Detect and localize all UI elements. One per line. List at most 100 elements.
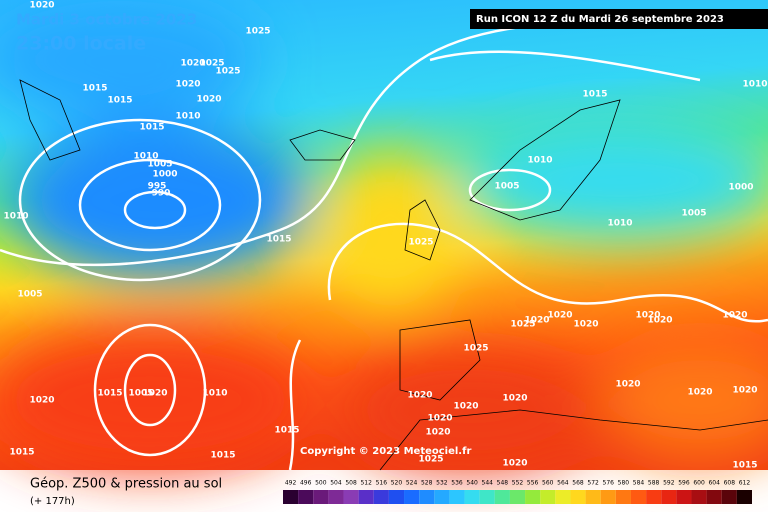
isobar-label: 1015 [139, 123, 164, 133]
isobar-label: 1020 [142, 389, 167, 399]
scale-label: 572 [587, 480, 599, 487]
scale-label: 540 [466, 480, 478, 487]
scale-label: 576 [603, 480, 615, 487]
isobar-label: 1020 [196, 95, 221, 105]
copyright: Copyright © 2023 Meteociel.fr [300, 446, 471, 457]
isobar-label: 1010 [527, 156, 552, 166]
isobar-label: 1020 [615, 380, 640, 390]
time: 23:00 locale [16, 33, 146, 55]
scale-label: 584 [633, 480, 645, 487]
scale-cell [313, 490, 329, 504]
scale-cell [419, 490, 435, 504]
scale-cell [358, 490, 374, 504]
scale-cell [706, 490, 722, 504]
isobar-label: 1025 [215, 67, 240, 77]
isobar-label: 1010 [202, 389, 227, 399]
scale-label: 532 [436, 480, 448, 487]
isobar-label: 1020 [573, 320, 598, 330]
scale-label: 528 [421, 480, 433, 487]
scale-cell [373, 490, 389, 504]
scale-label: 552 [512, 480, 524, 487]
scale-label: 520 [391, 480, 403, 487]
isobar-label: 1015 [9, 448, 34, 458]
scale-cell [343, 490, 359, 504]
isobar-label: 1020 [687, 388, 712, 398]
isobar-label: 1020 [502, 394, 527, 404]
isobar-label: 1020 [29, 1, 54, 11]
legend-title: Géop. Z500 & pression au sol [30, 477, 222, 492]
isobar-label: 995 [148, 182, 167, 192]
lead-time: (+ 177h) [30, 496, 75, 507]
scale-cell [615, 490, 631, 504]
scale-label: 508 [345, 480, 357, 487]
scale-cell [736, 490, 752, 504]
scale-cell [661, 490, 677, 504]
isobar-label: 1005 [681, 209, 706, 219]
scale-cell [630, 490, 647, 504]
scale-cell [494, 490, 510, 504]
scale-cell [585, 490, 601, 504]
scale-cell [464, 490, 480, 504]
isobar-label: 1025 [408, 238, 433, 248]
isobar-label: 1010 [175, 112, 200, 122]
isobar-label: 1005 [17, 290, 42, 300]
scale-cell [570, 490, 586, 504]
scale-label: 596 [678, 480, 690, 487]
scale-label: 604 [708, 480, 720, 487]
isobar-label: 1020 [29, 396, 54, 406]
scale-label: 548 [497, 480, 509, 487]
scale-label: 600 [693, 480, 705, 487]
isobar-label: 1015 [97, 389, 122, 399]
isobar-label: 1020 [425, 428, 450, 438]
isobar-label: 1025 [463, 344, 488, 354]
background [0, 0, 768, 471]
isobar-label: 1015 [274, 426, 299, 436]
scale-cell [434, 490, 450, 504]
isobar-label: 1020 [427, 414, 452, 424]
isobar-label: 1015 [82, 84, 107, 94]
isobar-label: 1020 [722, 311, 747, 321]
isobar-label: 1015 [266, 235, 291, 245]
scale-cell [600, 490, 616, 504]
scale-label: 512 [360, 480, 372, 487]
scale-label: 496 [300, 480, 312, 487]
scale-cell [283, 490, 299, 504]
scale-cell [676, 490, 692, 504]
isobar-label: 1015 [582, 90, 607, 100]
isobar-label: 1025 [510, 320, 535, 330]
scale-label: 556 [527, 480, 539, 487]
isobar-label: 1015 [732, 461, 757, 471]
isobar-label: 1000 [728, 183, 753, 193]
scale-label: 544 [482, 480, 494, 487]
scale-cell [555, 490, 571, 504]
scale-label: 612 [739, 480, 751, 487]
scale-label: 568 [572, 480, 584, 487]
isobar-label: 1010 [742, 80, 767, 90]
scale-label: 516 [376, 480, 388, 487]
scale-cell [691, 490, 707, 504]
isobar-label: 990 [152, 189, 171, 199]
scale-cell [646, 490, 662, 504]
scale-label: 564 [557, 480, 569, 487]
isobar-label: 1020 [180, 59, 205, 69]
isobar-label: 1020 [732, 386, 757, 396]
isobar-label: 1005 [494, 182, 519, 192]
scale-label: 608 [724, 480, 736, 487]
scale-label: 492 [285, 480, 297, 487]
scale-cell [328, 490, 344, 504]
scale-label: 580 [618, 480, 630, 487]
isobar-label: 1010 [607, 219, 632, 229]
isobar-label: 1020 [547, 311, 572, 321]
isobar-label: 1010 [3, 212, 28, 222]
isobar-label: 1020 [175, 80, 200, 90]
isobar-label: 1025 [199, 59, 224, 69]
isobar-label: 1020 [453, 402, 478, 412]
isobar-label: 1005 [147, 160, 172, 170]
scale-label: 560 [542, 480, 554, 487]
scale-cell [404, 490, 420, 504]
isobar-label: 1025 [245, 27, 270, 37]
isobar-label: 1000 [152, 170, 177, 180]
scale-label: 500 [315, 480, 327, 487]
isobar-label: 1015 [107, 96, 132, 106]
